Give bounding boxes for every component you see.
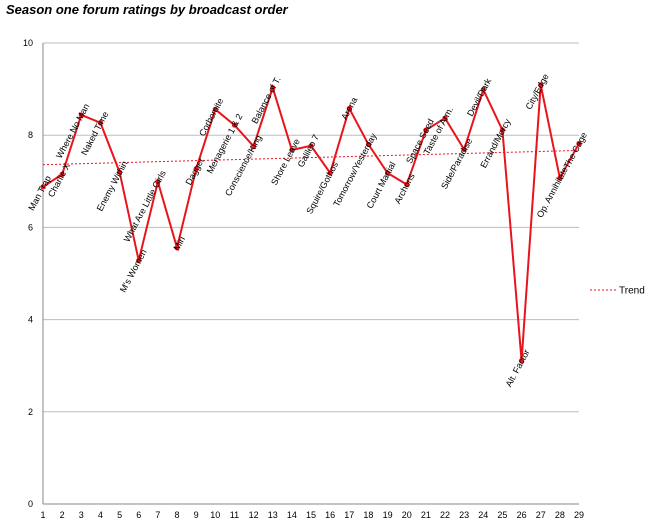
x-tick-label-2: 2	[60, 510, 65, 520]
data-point-10	[212, 106, 218, 112]
legend-label-trend: Trend	[619, 286, 645, 297]
data-point-9	[193, 166, 199, 172]
data-label-17: Arena	[339, 96, 359, 122]
gridlines	[43, 42, 579, 505]
data-point-27	[538, 82, 544, 88]
data-label-5: Enemy Within	[95, 159, 130, 213]
data-point-21	[423, 127, 429, 133]
data-label-10: Corbomite	[197, 96, 225, 137]
data-point-5	[116, 169, 123, 175]
x-tick-label-13: 13	[268, 510, 278, 520]
x-tick-label-20: 20	[402, 510, 412, 520]
data-label-28: Op. Annihilate	[535, 165, 570, 219]
data-point-6	[136, 257, 142, 264]
data-point-16	[327, 170, 333, 176]
x-tick-label-26: 26	[517, 510, 527, 520]
x-tick-label-28: 28	[555, 510, 565, 520]
data-point-15	[308, 143, 314, 149]
x-tick-label-3: 3	[79, 510, 84, 520]
data-label-27: City/Edge	[524, 72, 551, 111]
x-tick-label-29: 29	[574, 510, 584, 520]
data-label-9: Dagger	[183, 156, 206, 187]
x-tick-label-22: 22	[440, 510, 450, 520]
data-label-19: Court Martial	[365, 160, 398, 210]
data-label-23: Side/Paradise	[439, 137, 474, 191]
y-tick-label-8: 8	[28, 130, 33, 140]
data-point-12	[250, 143, 257, 149]
trend-line	[42, 149, 580, 166]
x-tick-label-8: 8	[174, 510, 179, 520]
data-point-3	[78, 112, 84, 118]
x-tick-label-25: 25	[497, 510, 507, 520]
data-point-19	[384, 170, 391, 176]
data-label-24: Devil/Dark	[465, 76, 494, 118]
data-point-1	[40, 184, 46, 190]
data-label-16: Squire/Gothos	[304, 160, 340, 216]
x-tick-label-6: 6	[136, 510, 141, 520]
x-tick-label-21: 21	[421, 510, 431, 520]
trend-layer	[42, 149, 580, 166]
x-tick-label-11: 11	[230, 510, 239, 520]
chart-title: Season one forum ratings by broadcast or…	[6, 2, 288, 17]
x-tick-label-19: 19	[383, 510, 393, 520]
y-tick-label-0: 0	[28, 499, 33, 509]
data-point-7	[155, 179, 161, 185]
x-tick-label-14: 14	[287, 510, 297, 520]
legend: Trend	[590, 286, 645, 297]
data-point-8	[174, 245, 180, 251]
x-tick-label-10: 10	[210, 510, 220, 520]
data-point-22	[442, 115, 448, 121]
y-tick-label-10: 10	[23, 38, 33, 48]
data-point-4	[97, 120, 104, 126]
data-point-14	[289, 147, 295, 153]
x-tick-label-23: 23	[459, 510, 469, 520]
y-tick-label-2: 2	[28, 407, 33, 417]
x-tick-label-5: 5	[117, 510, 122, 520]
x-tick-label-12: 12	[249, 510, 259, 520]
data-label-6: M's Women	[118, 248, 149, 294]
data-point-2	[59, 171, 65, 177]
data-label-25: Errand/Mercy	[478, 117, 512, 170]
x-tick-label-4: 4	[98, 510, 103, 520]
y-tick-label-4: 4	[28, 315, 33, 325]
data-label-15: Galileo 7	[296, 133, 322, 169]
data-point-18	[365, 141, 372, 148]
x-tick-label-15: 15	[306, 510, 316, 520]
x-tick-label-7: 7	[155, 510, 160, 520]
x-tick-label-18: 18	[363, 510, 373, 520]
data-point-20	[404, 181, 410, 188]
data-point-24	[480, 86, 486, 93]
data-point-28	[557, 175, 563, 181]
data-point-25	[499, 127, 506, 133]
data-point-17	[346, 105, 352, 112]
x-tick-label-27: 27	[536, 510, 546, 520]
x-tick-label-24: 24	[478, 510, 488, 520]
data-point-29	[576, 140, 582, 147]
x-tick-label-16: 16	[325, 510, 335, 520]
x-tick-label-1: 1	[40, 510, 45, 520]
data-label-20: Archons	[392, 171, 417, 205]
data-label-13: Balance of T.	[250, 75, 283, 125]
series-layer	[40, 82, 582, 364]
data-label-29: The Cage	[562, 131, 589, 171]
data-point-11	[231, 122, 238, 128]
x-tick-label-17: 17	[344, 510, 354, 520]
data-point-26	[518, 358, 525, 364]
data-label-26: Alt. Factor	[504, 348, 532, 389]
data-point-13	[270, 85, 276, 91]
x-tick-label-9: 9	[194, 510, 199, 520]
data-point-23	[461, 146, 467, 153]
y-tick-label-6: 6	[28, 222, 33, 232]
